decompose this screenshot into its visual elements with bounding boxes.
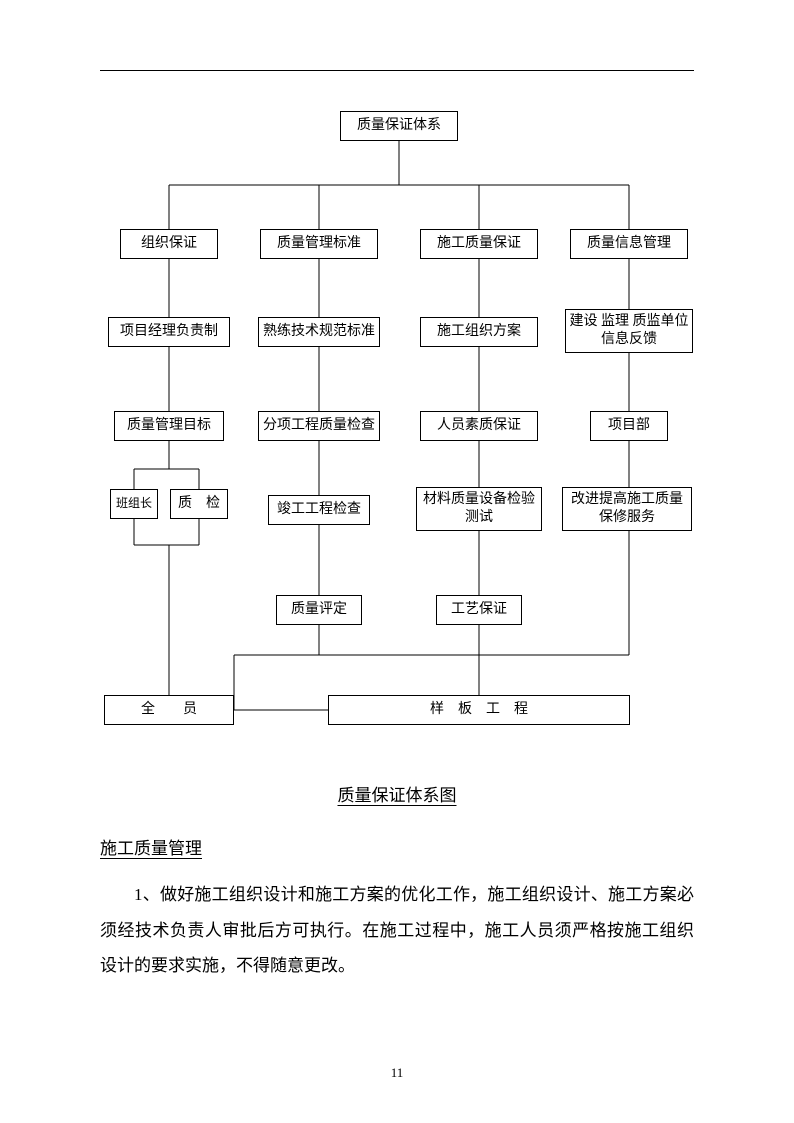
diagram-caption: 质量保证体系图	[100, 781, 694, 806]
node-quality-mgmt-target: 质量管理目标	[114, 411, 224, 441]
section-heading: 施工质量管理	[100, 834, 694, 859]
top-rule	[100, 70, 694, 71]
node-quality-inspect: 质 检	[170, 489, 228, 519]
node-quality-info-mgmt: 质量信息管理	[570, 229, 688, 259]
quality-diagram: 质量保证体系 组织保证 质量管理标准 施工质量保证 质量信息管理 项目经理负责制…	[100, 111, 694, 751]
node-construction-quality: 施工质量保证	[420, 229, 538, 259]
node-model-project: 样 板 工 程	[328, 695, 630, 725]
node-org-guarantee: 组织保证	[120, 229, 218, 259]
node-team-leader: 班组长	[110, 489, 158, 519]
node-material-equipment-test: 材料质量设备检验测试	[416, 487, 542, 531]
page-number: 11	[0, 1065, 794, 1081]
node-pm-responsibility: 项目经理负责制	[108, 317, 230, 347]
paragraph-1: 1、做好施工组织设计和施工方案的优化工作，施工组织设计、施工方案必须经技术负责人…	[100, 877, 694, 984]
node-root: 质量保证体系	[340, 111, 458, 141]
node-tech-spec-std: 熟练技术规范标准	[258, 317, 380, 347]
node-process-guarantee: 工艺保证	[436, 595, 522, 625]
node-construction-org-plan: 施工组织方案	[420, 317, 538, 347]
node-supervision-feedback: 建设 监理 质监单位信息反馈	[565, 309, 693, 353]
node-quality-evaluation: 质量评定	[276, 595, 362, 625]
node-completion-inspection: 竣工工程检查	[268, 495, 370, 525]
node-subitem-inspection: 分项工程质量检查	[258, 411, 380, 441]
node-all-staff: 全 员	[104, 695, 234, 725]
node-project-dept: 项目部	[590, 411, 668, 441]
node-improve-warranty-service: 改进提高施工质量保修服务	[562, 487, 692, 531]
node-quality-mgmt-std: 质量管理标准	[260, 229, 378, 259]
node-personnel-quality: 人员素质保证	[420, 411, 538, 441]
